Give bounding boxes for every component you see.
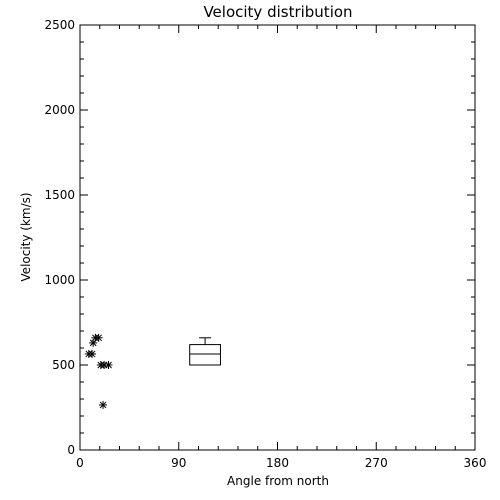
y-tick-label: 2500 [44,18,75,32]
y-tick-label: 2000 [44,103,75,117]
x-tick-label: 360 [464,456,487,470]
data-point [104,361,113,369]
x-tick-label: 0 [76,456,84,470]
data-point [99,400,108,409]
y-tick-label: 1000 [44,273,75,287]
y-axis-ticks: 0 500 1000 1500 2000 2500 [44,18,475,457]
velocity-boxplot [189,337,221,366]
box-iqr [189,344,221,366]
y-axis-label: Velocity (km/s) [19,192,33,281]
data-point [89,338,98,347]
x-tick-label: 90 [171,456,186,470]
data-points [84,333,113,409]
chart-title: Velocity distribution [203,3,352,21]
x-tick-label: 180 [266,456,289,470]
data-point [88,349,97,358]
y-tick-label: 500 [52,358,75,372]
y-tick-label: 0 [67,443,75,457]
plot-frame [79,24,476,451]
y-tick-label: 1500 [44,188,75,202]
x-axis-ticks: 0 90 180 270 360 [76,25,486,470]
x-axis-label: Angle from north [227,474,329,488]
data-point [94,333,103,342]
x-tick-label: 270 [365,456,388,470]
